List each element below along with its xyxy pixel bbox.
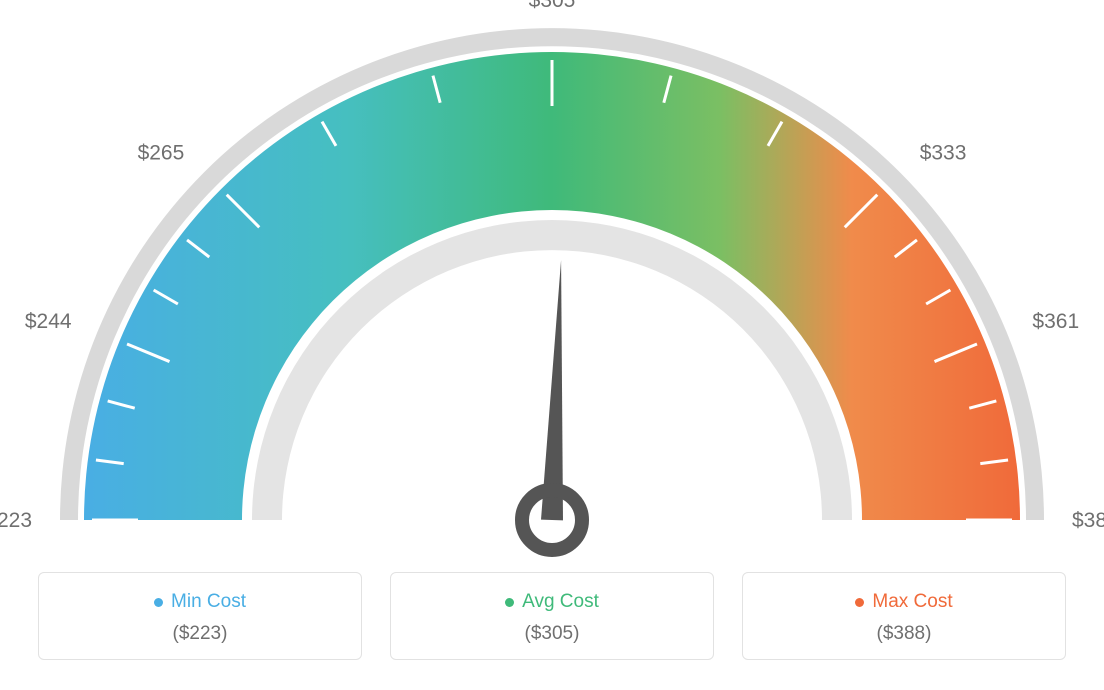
- legend-value-avg: ($305): [401, 623, 703, 645]
- legend-title-avg: Avg Cost: [505, 591, 599, 613]
- legend-card-avg: Avg Cost ($305): [390, 572, 714, 660]
- gauge-tick-label: $265: [138, 141, 185, 164]
- gauge-needle: [541, 260, 563, 520]
- gauge-svg: $223 $244 $265 $305 $333 $361 $388: [0, 0, 1104, 560]
- legend-card-max: Max Cost ($388): [742, 572, 1066, 660]
- legend-dot-avg: [505, 598, 514, 607]
- legend-label-min: Min Cost: [171, 591, 246, 613]
- gauge-chart: $223 $244 $265 $305 $333 $361 $388: [0, 0, 1104, 560]
- gauge-tick-label: $305: [529, 0, 576, 12]
- gauge-tick-label: $223: [0, 509, 32, 532]
- legend-label-avg: Avg Cost: [522, 591, 599, 613]
- gauge-tick-label: $333: [920, 141, 967, 164]
- legend-card-min: Min Cost ($223): [38, 572, 362, 660]
- gauge-tick-label: $361: [1032, 310, 1079, 333]
- legend-title-min: Min Cost: [154, 591, 246, 613]
- gauge-tick-label: $388: [1072, 509, 1104, 532]
- legend-dot-min: [154, 598, 163, 607]
- legend-title-max: Max Cost: [855, 591, 952, 613]
- legend-value-max: ($388): [753, 623, 1055, 645]
- legend-value-min: ($223): [49, 623, 351, 645]
- legend-dot-max: [855, 598, 864, 607]
- gauge-tick-label: $244: [25, 310, 72, 333]
- legend-label-max: Max Cost: [872, 591, 952, 613]
- legend-row: Min Cost ($223) Avg Cost ($305) Max Cost…: [0, 572, 1104, 660]
